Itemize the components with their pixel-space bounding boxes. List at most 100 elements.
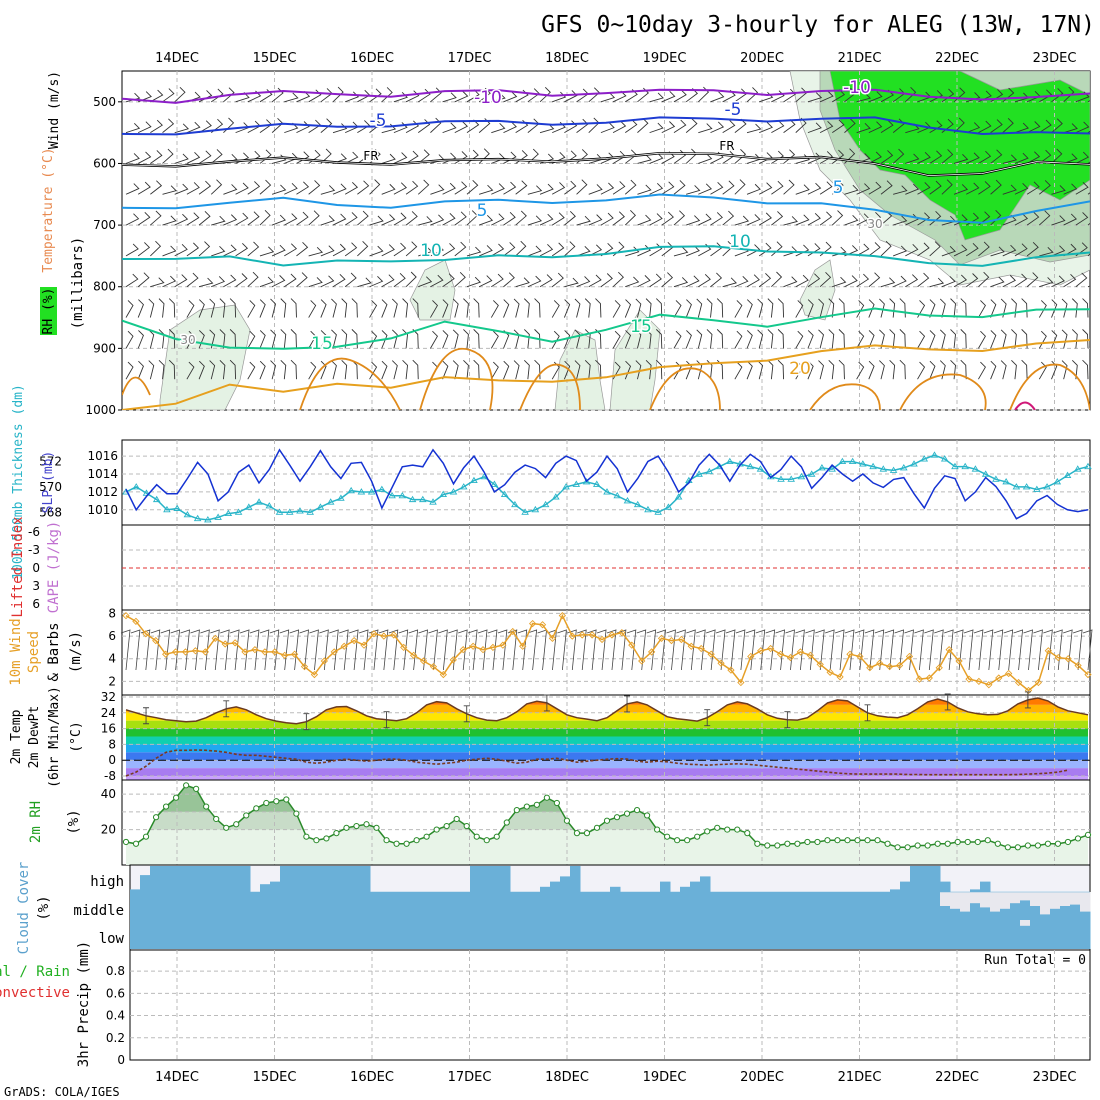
wind-barb: [1002, 154, 1018, 164]
wind-barb: [734, 330, 743, 349]
rh2m-point: [513, 807, 520, 814]
wind-barb: [584, 298, 591, 318]
wind10m-point: [1054, 653, 1062, 662]
wind-barb: [612, 181, 626, 195]
rh2m-point: [383, 837, 390, 844]
thickness-point: [541, 500, 550, 508]
rh2m-tick: 20: [101, 823, 116, 837]
wind-barb: [795, 154, 811, 164]
wind-barb: [527, 185, 543, 195]
wind-barb: [722, 210, 735, 226]
rh2m-point: [473, 833, 480, 840]
wind-barb: [880, 119, 894, 134]
li-axis: -6 -3 0 3 6: [28, 525, 40, 611]
wind-barb: [673, 361, 682, 380]
wind-barb: [1082, 298, 1089, 318]
wind-barb: [917, 272, 930, 288]
wind-barb: [698, 213, 712, 226]
wind10m-tick: 8: [108, 606, 116, 620]
cloud-mid-clear: [980, 892, 991, 908]
wind10m-barb: [944, 629, 954, 671]
rh2m-point: [293, 810, 300, 817]
wind-barb: [795, 184, 810, 195]
slp-tick: 1010: [87, 503, 118, 517]
wind-barb: [223, 214, 238, 226]
date-label-top: 15DEC: [253, 51, 297, 66]
wind10m-barb: [458, 629, 468, 671]
wind10m-point: [955, 657, 963, 665]
isotherm-label: 5: [833, 178, 844, 198]
cloud-mid-clear: [990, 892, 1001, 912]
wind-barb: [198, 360, 205, 380]
wind-barb: [645, 298, 652, 318]
wind-barb: [148, 360, 155, 380]
wind10m-point: [231, 639, 239, 647]
wind-barb: [223, 87, 235, 103]
cloud-mid-cell: [730, 892, 741, 920]
cloud-high-cell: [540, 886, 551, 892]
rh2m-panel: 40 20 2m RH (%): [28, 779, 1092, 866]
li-tick: -6: [28, 525, 40, 539]
cloud-mid-cell: [520, 892, 531, 920]
wind-barb: [685, 118, 698, 133]
temp-band: [126, 768, 1088, 777]
wind-barb: [405, 180, 419, 195]
wind-barb: [1002, 184, 1017, 195]
cloud-low-cell: [150, 920, 161, 949]
cloud-mid-cell: [360, 892, 371, 920]
wind10m-barb: [269, 629, 280, 671]
wind-barb: [210, 88, 224, 103]
wind10m-point: [846, 650, 854, 658]
wind10m-point: [767, 644, 775, 653]
cloud-low-cell: [920, 920, 931, 949]
cloud-high-cell: [180, 866, 191, 892]
wind-barb: [357, 210, 369, 226]
wind-barb: [259, 276, 274, 288]
wind-barb: [357, 277, 372, 288]
wind-barb: [661, 211, 674, 226]
wind-barb: [771, 211, 784, 226]
cloud-low-cell: [570, 920, 581, 949]
wind10m-barb: [309, 629, 319, 671]
cloud-mid-cell: [1010, 892, 1021, 920]
wind-barb: [418, 246, 433, 257]
cloud-mid-cell: [900, 892, 911, 920]
cloud-mid-cell: [590, 892, 601, 920]
wind-barb: [746, 299, 753, 318]
wind-barb: [612, 300, 621, 318]
wind10m-point: [935, 664, 943, 672]
date-label-bottom: 18DEC: [545, 1070, 589, 1085]
thickness-point: [1063, 471, 1072, 478]
wind-barb: [722, 120, 736, 134]
wind-barb: [381, 299, 388, 318]
wind10m-point: [340, 642, 348, 650]
wind-barb: [893, 185, 908, 195]
wind-barb: [868, 151, 882, 164]
wind-barb: [137, 121, 152, 134]
temp-minmax-bar: [463, 705, 470, 723]
wind-barb: [929, 360, 936, 380]
isotherm-labels: -10 -10 -5 -5 FR FR 5 10 10 15 15 20 30 30 5: [179, 77, 884, 381]
temp-band: [126, 744, 1088, 753]
cloud-high-cell: [920, 866, 931, 892]
lifted-index-panel: -6 -3 0 3 6 Lifted Index CAPE (J/kg): [10, 516, 1091, 618]
cloud-high-cell: [930, 866, 941, 892]
cloud-high-cell: [200, 866, 211, 892]
wind-barb: [223, 184, 238, 195]
wind10m-point: [360, 641, 368, 649]
thickness-point: [961, 462, 969, 470]
cloud-low-cell: [530, 920, 541, 949]
cloud-low-cell: [660, 920, 671, 949]
wind-barb: [150, 89, 164, 103]
isotherm-label: -10: [843, 78, 871, 98]
wind10m-barb: [477, 629, 488, 671]
wind-barb: [162, 118, 175, 133]
temp-minmax-bar: [223, 700, 230, 718]
wind-barb: [990, 299, 997, 318]
wind-barb: [442, 330, 449, 349]
wind-barb: [513, 298, 520, 318]
wind-barb: [838, 329, 845, 349]
rh2m-point: [854, 837, 861, 844]
cloud-mid-cell: [790, 892, 801, 920]
temp-band: [126, 752, 1088, 761]
